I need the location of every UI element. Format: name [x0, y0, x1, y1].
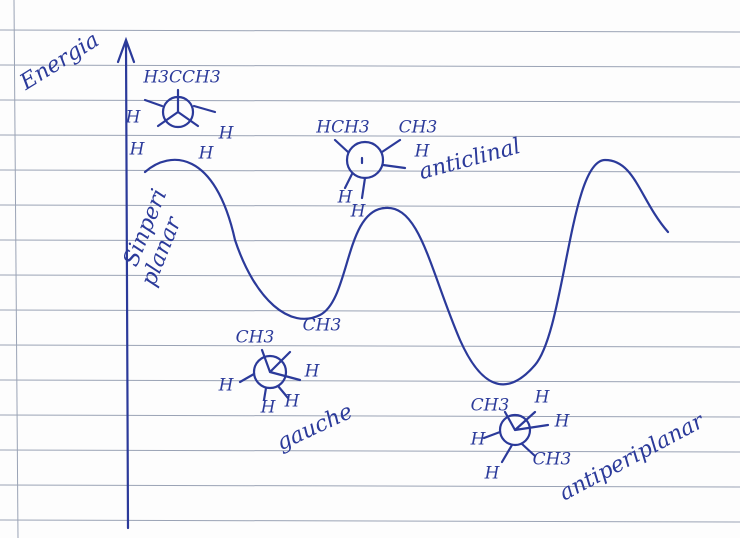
- substituent-label: HCH3: [315, 118, 369, 138]
- substituent-label: H: [284, 392, 301, 412]
- substituent-label: H: [350, 202, 367, 222]
- substituent-label: H: [484, 464, 501, 484]
- substituent-label: CH3: [236, 328, 275, 348]
- substituent-label: H: [304, 362, 321, 382]
- substituent-label: H3CCH3: [142, 68, 220, 88]
- substituent-label: H: [125, 108, 142, 128]
- substituent-label: H: [218, 376, 235, 396]
- substituent-label: CH3: [303, 316, 342, 336]
- substituent-label: H: [554, 412, 571, 432]
- substituent-label: CH3: [533, 450, 572, 470]
- substituent-label: H: [534, 388, 551, 408]
- substituent-label: H: [470, 430, 487, 450]
- substituent-label: CH3: [399, 118, 438, 138]
- substituent-label: H: [260, 398, 277, 418]
- substituent-label: H: [198, 144, 215, 164]
- notebook-diagram: Energia H3CCH3HHHHSinperiplanarHCH3CH3HH…: [0, 0, 740, 538]
- substituent-label: H: [218, 124, 235, 144]
- substituent-label: H: [129, 140, 146, 160]
- substituent-label: CH3: [471, 396, 510, 416]
